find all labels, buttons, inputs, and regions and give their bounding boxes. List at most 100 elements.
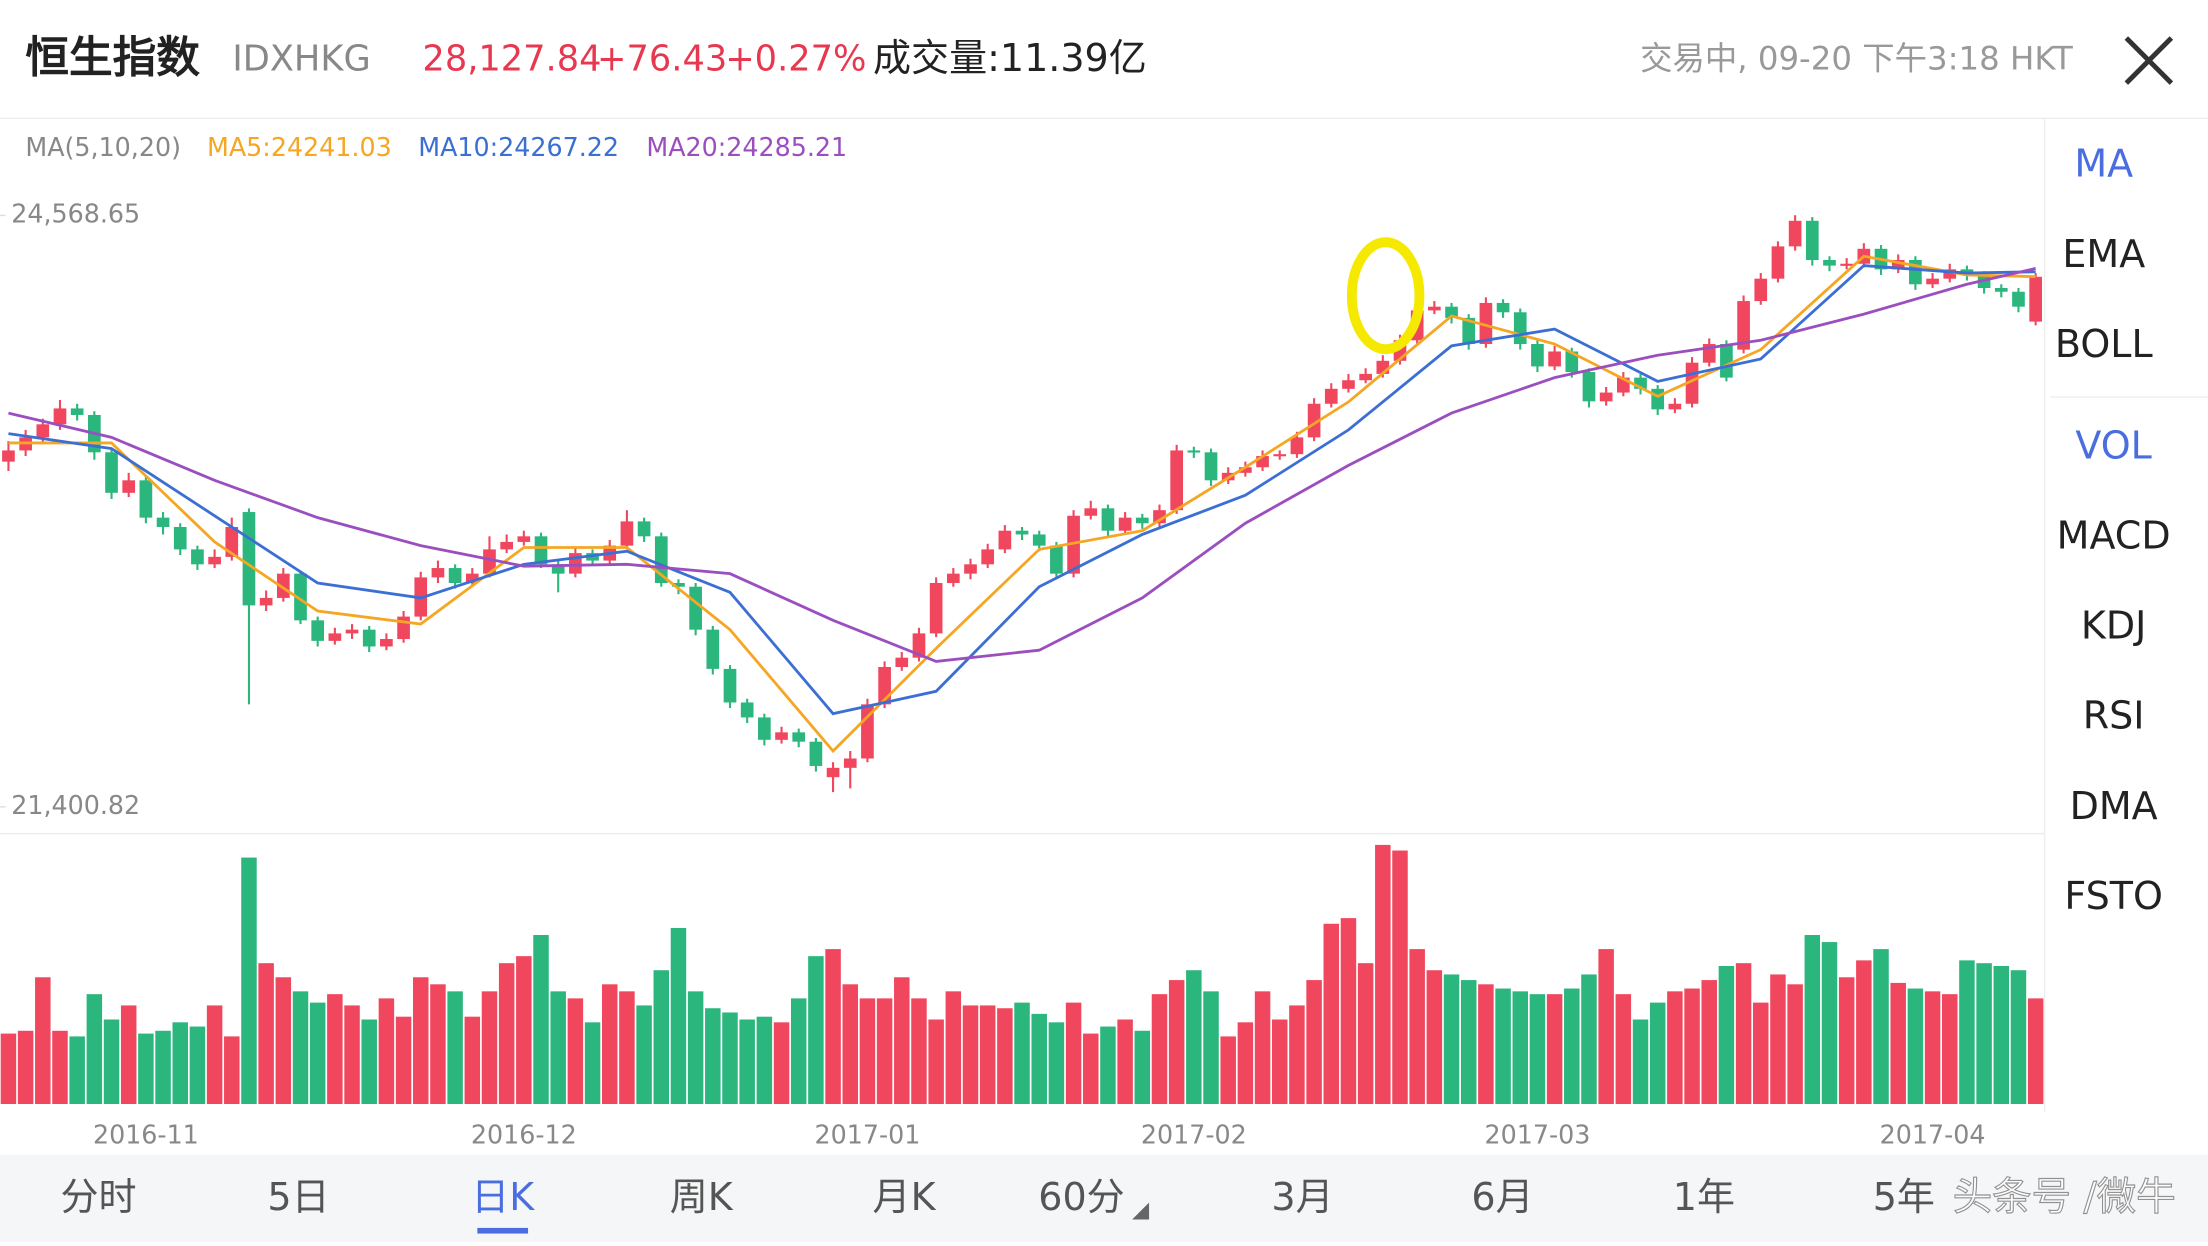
volume-bar (1787, 984, 1803, 1104)
indicator-option[interactable]: MACD (2057, 513, 2171, 557)
volume-bar (516, 956, 532, 1104)
highlight-circle (1346, 237, 1425, 355)
period-tab[interactable]: 3月 (1271, 1175, 1333, 1219)
candle-body (981, 549, 995, 565)
x-tick-label: 2017-03 (1485, 1119, 1591, 1149)
index-code: IDXHKG (232, 39, 370, 80)
period-tab[interactable]: 6月 (1471, 1175, 1533, 1219)
period-tab[interactable]: 周K (670, 1175, 734, 1219)
volume-bar (619, 991, 635, 1104)
period-tab[interactable]: 60分 (1038, 1175, 1124, 1219)
close-button[interactable] (2124, 36, 2174, 85)
volume-bar (808, 956, 824, 1104)
indicator-option[interactable]: FSTO (2064, 874, 2162, 918)
candle-body (1891, 260, 1905, 270)
period-tab[interactable]: 5年 (1873, 1175, 1935, 1219)
candle-body (1943, 269, 1957, 279)
volume-bar (1873, 949, 1889, 1104)
candle-body (483, 549, 496, 574)
candle-body (1548, 351, 1561, 367)
indicator-option[interactable]: KDJ (2081, 604, 2146, 648)
volume-bar (1838, 977, 1855, 1104)
candle-body (139, 480, 153, 518)
volume-bar (430, 984, 446, 1104)
candle-body (740, 702, 754, 718)
volume-bar (1271, 1019, 1288, 1104)
candle-body (1651, 388, 1665, 410)
volume-bar (1254, 991, 1271, 1104)
volume-bar (172, 1022, 188, 1104)
volume-bar (1392, 850, 1408, 1104)
x-tick-label: 2016-11 (93, 1119, 199, 1149)
candle-body (362, 629, 376, 647)
volume-bar (859, 998, 876, 1104)
candle-body (912, 633, 926, 658)
candle-body (70, 408, 84, 415)
volume-bar (1512, 991, 1528, 1104)
volume-bar (1649, 1002, 1666, 1104)
ma20-label: MA20:24285.21 (646, 132, 847, 162)
volume-bar (1186, 970, 1202, 1104)
volume-bar (0, 1033, 17, 1104)
volume-bar (69, 1036, 85, 1104)
volume-bar (567, 998, 584, 1104)
candle-body (294, 573, 307, 621)
volume-bar (189, 1026, 206, 1104)
volume-bar (1701, 980, 1717, 1104)
indicator-option[interactable]: MA (2074, 142, 2133, 186)
candle-body (861, 704, 874, 759)
volume-bar (1890, 982, 1906, 1104)
index-name: 恒生指数 (25, 33, 200, 84)
indicator-option[interactable]: EMA (2062, 232, 2145, 276)
candle-body (208, 556, 221, 565)
candle-body (1170, 450, 1183, 511)
volume-bar (52, 1030, 68, 1104)
candle-body (1582, 372, 1596, 402)
indicator-option[interactable]: DMA (2070, 784, 2158, 828)
candle-body (1754, 278, 1768, 302)
candle-body (637, 521, 651, 537)
candle-body (1428, 306, 1441, 311)
volume-bar (86, 994, 103, 1104)
volume-bar (206, 1005, 223, 1104)
y-tick-label: 24,568.65 (11, 198, 140, 228)
indicator-option[interactable]: VOL (2075, 423, 2151, 467)
indicator-option[interactable]: BOLL (2055, 322, 2153, 366)
period-tab[interactable]: 日K (471, 1175, 535, 1219)
volume-bar (1804, 935, 1821, 1104)
candle-body (53, 408, 67, 425)
volume-bar (103, 1019, 120, 1104)
candle-body (311, 620, 325, 641)
volume-bar (1598, 949, 1614, 1104)
candle-body (775, 732, 788, 740)
indicator-option[interactable]: RSI (2083, 694, 2145, 738)
candle-body (1599, 392, 1613, 402)
volume-bar (1667, 991, 1683, 1104)
ma5-label: MA5:24241.03 (207, 132, 392, 162)
volume-bar (344, 1005, 360, 1104)
volume-bar (292, 991, 309, 1104)
volume-bar (876, 998, 893, 1104)
candle-body (1118, 517, 1132, 531)
period-tab[interactable]: 5日 (267, 1175, 329, 1219)
volume-bar (928, 1019, 944, 1104)
period-tab[interactable]: 分时 (61, 1175, 137, 1219)
volume-bar (636, 1005, 652, 1104)
change: +76.43 (597, 39, 727, 80)
volume-bar (413, 977, 429, 1104)
candle-body (1135, 517, 1149, 524)
period-tab[interactable]: 1年 (1673, 1175, 1735, 1219)
candle-body (1101, 508, 1115, 531)
volume-bar (1495, 988, 1511, 1104)
volume-bar (1134, 1030, 1151, 1104)
volume-bar (138, 1033, 154, 1104)
volume-bar (584, 1022, 601, 1104)
candle-body (380, 639, 393, 647)
volume-bar (1323, 923, 1340, 1104)
period-tab[interactable]: 月K (873, 1175, 937, 1219)
volume-bar (1065, 1002, 1082, 1104)
volume-bar (1632, 1019, 1649, 1104)
candle-body (1153, 510, 1166, 524)
volume-bar (1615, 994, 1632, 1104)
